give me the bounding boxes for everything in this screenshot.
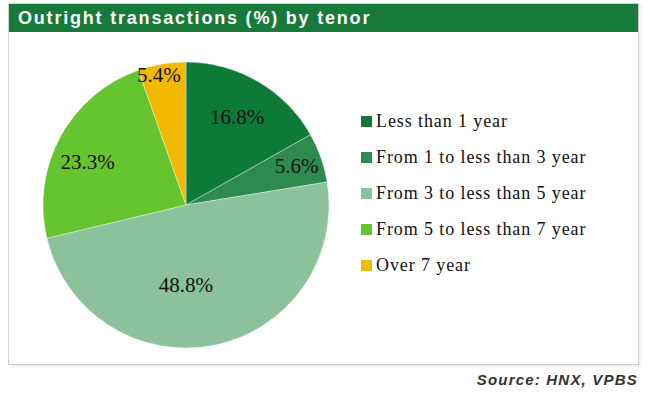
legend-item-5: Over 7 year bbox=[361, 254, 586, 276]
legend-label-4: From 5 to less than 7 year bbox=[376, 219, 586, 240]
legend-label-1: Less than 1 year bbox=[376, 111, 508, 132]
legend-swatch-2 bbox=[361, 152, 372, 163]
source-note: Source: HNX, VPBS bbox=[477, 371, 638, 388]
legend-label-3: From 3 to less than 5 year bbox=[376, 183, 586, 204]
legend-swatch-5 bbox=[361, 260, 372, 271]
pie-slice-label-3: 48.8% bbox=[159, 273, 213, 297]
legend-swatch-3 bbox=[361, 188, 372, 199]
legend-swatch-4 bbox=[361, 224, 372, 235]
pie-slice-label-4: 23.3% bbox=[61, 150, 115, 174]
chart-title-bar: Outright transactions (%) by tenor bbox=[9, 4, 638, 32]
legend-item-2: From 1 to less than 3 year bbox=[361, 146, 586, 168]
legend-label-5: Over 7 year bbox=[376, 255, 471, 276]
legend-label-2: From 1 to less than 3 year bbox=[376, 147, 586, 168]
legend-item-4: From 5 to less than 7 year bbox=[361, 218, 586, 240]
legend-item-1: Less than 1 year bbox=[361, 110, 586, 132]
legend-swatch-1 bbox=[361, 116, 372, 127]
pie-chart: 16.8% 5.6% 48.8% 23.3% 5.4% bbox=[13, 49, 359, 355]
chart-panel: Outright transactions (%) by tenor 16.8%… bbox=[8, 3, 639, 365]
legend-item-3: From 3 to less than 5 year bbox=[361, 182, 586, 204]
chart-title: Outright transactions (%) by tenor bbox=[18, 8, 371, 28]
pie-slice-label-1: 16.8% bbox=[210, 105, 264, 129]
pie-slice-label-5: 5.4% bbox=[137, 63, 181, 87]
legend: Less than 1 year From 1 to less than 3 ye… bbox=[361, 110, 586, 290]
pie-slice-label-2: 5.6% bbox=[275, 154, 319, 178]
